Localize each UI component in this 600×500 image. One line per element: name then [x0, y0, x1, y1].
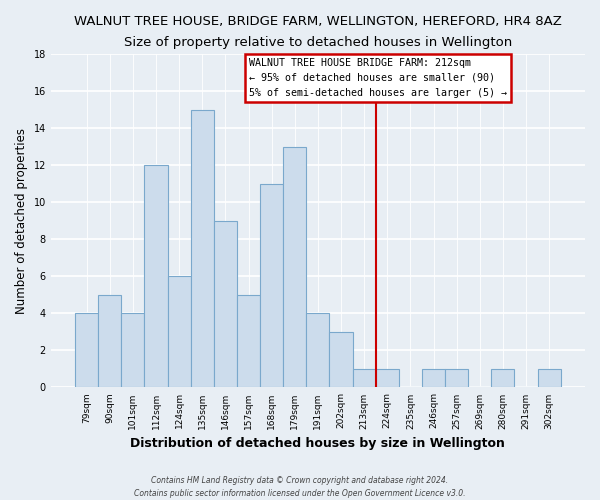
Bar — [422, 369, 445, 388]
Bar — [491, 369, 514, 388]
Y-axis label: Number of detached properties: Number of detached properties — [15, 128, 28, 314]
X-axis label: Distribution of detached houses by size in Wellington: Distribution of detached houses by size … — [130, 437, 505, 450]
Bar — [445, 369, 468, 388]
Bar — [260, 184, 283, 388]
Text: Contains HM Land Registry data © Crown copyright and database right 2024.
Contai: Contains HM Land Registry data © Crown c… — [134, 476, 466, 498]
Bar — [283, 147, 307, 388]
Bar — [214, 221, 237, 388]
Bar — [191, 110, 214, 388]
Bar — [145, 166, 167, 388]
Bar — [376, 369, 399, 388]
Bar — [167, 276, 191, 388]
Bar — [307, 314, 329, 388]
Bar — [353, 369, 376, 388]
Bar — [329, 332, 353, 388]
Text: WALNUT TREE HOUSE BRIDGE FARM: 212sqm
← 95% of detached houses are smaller (90)
: WALNUT TREE HOUSE BRIDGE FARM: 212sqm ← … — [248, 58, 506, 98]
Bar — [121, 314, 145, 388]
Title: WALNUT TREE HOUSE, BRIDGE FARM, WELLINGTON, HEREFORD, HR4 8AZ
Size of property r: WALNUT TREE HOUSE, BRIDGE FARM, WELLINGT… — [74, 15, 562, 49]
Bar — [538, 369, 561, 388]
Bar — [98, 295, 121, 388]
Bar — [237, 295, 260, 388]
Bar — [75, 314, 98, 388]
